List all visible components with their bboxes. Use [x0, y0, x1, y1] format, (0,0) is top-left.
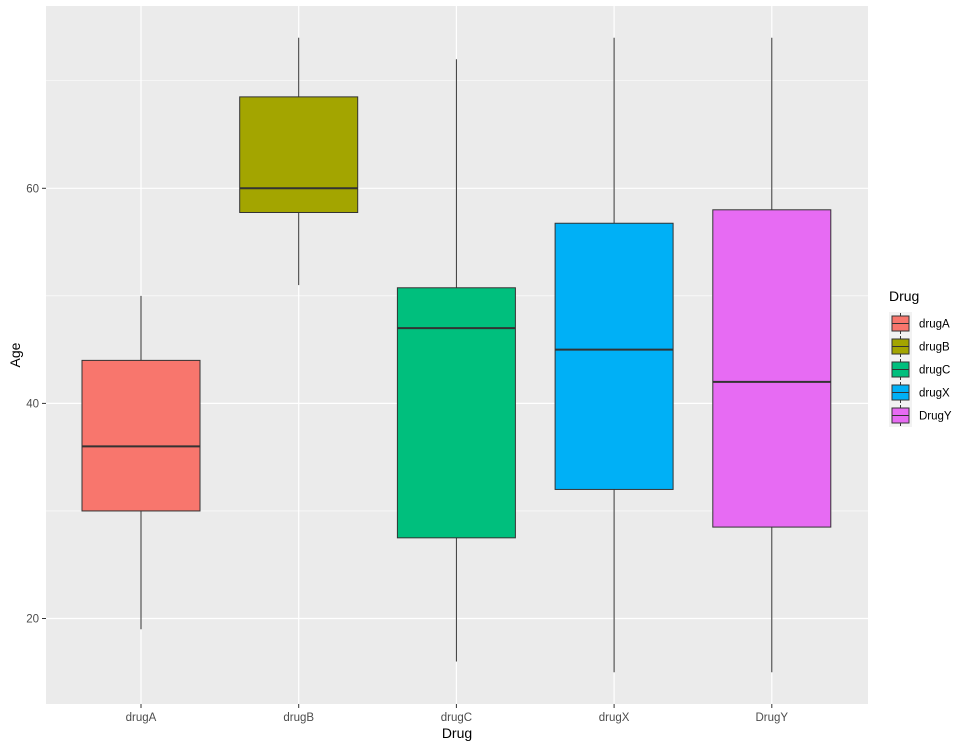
- x-tick-label: DrugY: [755, 712, 788, 724]
- x-axis-ticks: drugA drugB drugC drugX DrugY: [126, 704, 788, 724]
- legend: Drug drugA drugB drugC drugX DrugY: [889, 288, 952, 427]
- box-DrugY: [712, 37, 832, 673]
- legend-label: drugA: [919, 319, 950, 331]
- legend-label: drugC: [919, 365, 950, 377]
- box-drugA: [81, 295, 201, 630]
- y-tick-label: 60: [26, 183, 39, 195]
- legend-entry-drugB: drugB: [889, 335, 950, 358]
- x-tick-label: drugX: [599, 712, 630, 724]
- legend-entry-drugC: drugC: [889, 358, 950, 381]
- box-iqr: [239, 96, 359, 213]
- box-drugX: [554, 37, 674, 673]
- box-iqr: [81, 359, 201, 512]
- y-axis-ticks: 20 40 60: [26, 183, 46, 625]
- y-axis-title: Age: [7, 342, 23, 367]
- legend-entry-drugA: drugA: [889, 312, 950, 335]
- legend-label: drugB: [919, 342, 950, 354]
- y-tick-label: 20: [26, 613, 39, 625]
- box-iqr: [712, 209, 832, 528]
- x-tick-label: drugB: [283, 712, 314, 724]
- legend-entry-DrugY: DrugY: [889, 404, 952, 427]
- box-iqr: [554, 222, 674, 490]
- x-tick-label: drugA: [126, 712, 157, 724]
- legend-title: Drug: [889, 288, 919, 304]
- x-axis-title: Drug: [442, 725, 472, 741]
- box-iqr: [396, 287, 516, 539]
- y-tick-label: 40: [26, 398, 39, 410]
- box-drugB: [239, 37, 359, 286]
- legend-label: drugX: [919, 388, 950, 400]
- box-drugC: [396, 59, 516, 662]
- boxes: [81, 37, 832, 673]
- legend-entry-drugX: drugX: [889, 381, 950, 404]
- x-tick-label: drugC: [441, 712, 472, 724]
- legend-label: DrugY: [919, 411, 952, 423]
